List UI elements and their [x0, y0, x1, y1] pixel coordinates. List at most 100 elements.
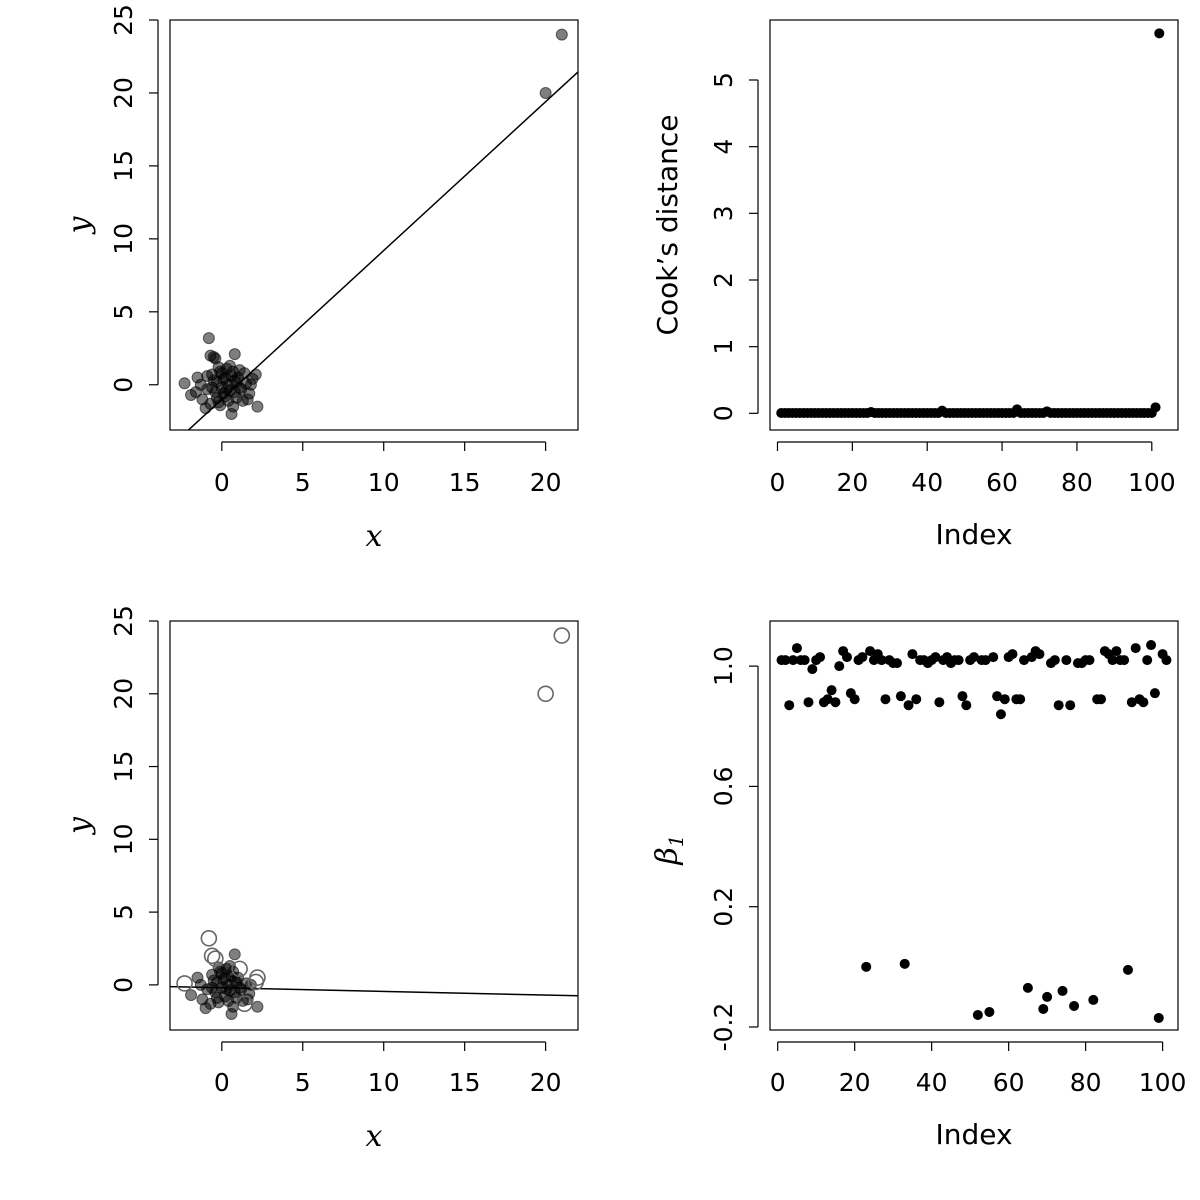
- beta1-point: [992, 691, 1003, 702]
- y-tick-label: 10: [109, 823, 138, 855]
- plot-area: [170, 627, 578, 1020]
- data-point: [228, 386, 241, 399]
- y-tick-label: -0.2: [709, 1003, 738, 1052]
- x-tick-label: 60: [993, 1068, 1025, 1097]
- data-point: [230, 375, 243, 388]
- beta1-point: [857, 652, 868, 663]
- beta1-point: [784, 700, 795, 711]
- excluded-point: [553, 627, 571, 644]
- y-tick-label: 0.2: [709, 887, 738, 927]
- excluded-point: [231, 960, 248, 978]
- beta1-point: [1142, 655, 1153, 666]
- y-tick-label: 10: [109, 223, 138, 255]
- beta1-point: [969, 652, 979, 663]
- y-tick-label: 0: [109, 977, 138, 993]
- beta1-point: [907, 649, 918, 660]
- x-tick-label: 10: [368, 1068, 400, 1097]
- y-axis-label: Cook’s distance: [651, 114, 684, 335]
- y-axis-label: y: [62, 816, 97, 836]
- beta1-point: [1049, 655, 1060, 666]
- excluded-point: [537, 685, 554, 703]
- x-tick-label: 80: [1061, 468, 1093, 497]
- x-tick-label: 20: [839, 1068, 871, 1097]
- beta1-point: [1122, 964, 1133, 975]
- beta1-point: [988, 652, 999, 663]
- x-tick-label: 20: [836, 468, 868, 497]
- plot-frame: [769, 19, 1179, 431]
- data-point: [206, 981, 219, 994]
- excluded-point: [200, 930, 218, 947]
- plot-frame: [169, 620, 579, 1031]
- y-axis-label: β1: [650, 834, 688, 865]
- data-point: [539, 86, 552, 99]
- panel-beta1-by-index: 0 20 40 60 80 100 -0.2 0.2 0.6 1.0 Index β1: [650, 620, 1186, 1151]
- y-tick-label: 15: [109, 751, 138, 783]
- beta1-point: [791, 643, 802, 654]
- x-tick-label: 20: [530, 468, 562, 497]
- x-tick-label: 40: [916, 1068, 948, 1097]
- beta1-point: [1149, 688, 1160, 699]
- x-axis-label: Index: [935, 518, 1012, 551]
- data-point: [249, 368, 262, 381]
- plot-frame: [769, 620, 1179, 1031]
- beta1-point: [1007, 649, 1018, 660]
- data-point: [238, 367, 251, 380]
- plot-area: [776, 28, 1165, 418]
- panel-cooks-distance: 0 20 40 60 80 100 0 1 2 3 4 5 Index Cook’s distance: [651, 19, 1179, 551]
- x-tick-label: 0: [770, 468, 786, 497]
- beta1-point: [822, 694, 833, 705]
- y-tick-label: 5: [109, 304, 138, 320]
- y-tick-label: 1.0: [709, 646, 738, 686]
- x-tick-label: 40: [911, 468, 943, 497]
- x-tick-label: 15: [449, 468, 481, 497]
- y-tick-label: 20: [109, 678, 138, 710]
- beta1-point: [849, 694, 860, 705]
- x-tick-label: 60: [986, 468, 1018, 497]
- x-tick-label: 10: [368, 468, 400, 497]
- x-axis-label: x: [366, 519, 383, 554]
- x-axis-label: Index: [935, 1118, 1012, 1151]
- y-tick-label: 3: [709, 205, 738, 221]
- beta1-point: [1034, 649, 1045, 660]
- x-tick-label: 0: [214, 1068, 230, 1097]
- beta1-point: [1061, 655, 1072, 666]
- data-point: [228, 986, 241, 999]
- y-axis-label: y: [62, 215, 97, 235]
- excluded-point: [236, 995, 253, 1013]
- beta1-point: [972, 1009, 983, 1020]
- x-tick-label: 0: [770, 1068, 786, 1097]
- plot-frame: [169, 19, 579, 431]
- y-tick-label: 0: [709, 405, 738, 421]
- y-tick-label: 5: [709, 72, 738, 88]
- panel-scatter-robust-fit: 0 5 10 15 20 0 5 10 15 20 25 x y: [62, 605, 579, 1154]
- beta1-point: [880, 694, 891, 705]
- beta1-point: [953, 655, 964, 666]
- data-point: [225, 1007, 238, 1020]
- data-point: [185, 989, 198, 1002]
- y-tick-label: 5: [109, 904, 138, 920]
- beta1-point: [1119, 655, 1130, 666]
- data-point: [251, 400, 264, 413]
- x-tick-label: 5: [295, 468, 311, 497]
- data-point: [194, 978, 207, 991]
- y-tick-label: 25: [109, 605, 138, 637]
- data-point: [212, 961, 225, 974]
- beta1-point: [1065, 700, 1076, 711]
- beta1-point: [1161, 655, 1172, 666]
- beta1-point: [957, 691, 968, 702]
- panel-scatter-with-outliers: 0 5 10 15 20 0 5 10 15 20 25 x y: [62, 4, 579, 554]
- data-point: [212, 361, 225, 374]
- data-point: [206, 381, 219, 394]
- plot-area: [178, 28, 578, 430]
- x-tick-label: 80: [1070, 1068, 1102, 1097]
- beta1-point: [861, 961, 872, 972]
- beta1-point: [1088, 994, 1099, 1005]
- y-tick-label: 0: [109, 377, 138, 393]
- x-tick-label: 100: [1128, 468, 1176, 497]
- beta1-point: [830, 697, 841, 708]
- y-tick-label: 15: [109, 150, 138, 182]
- beta1-point: [1019, 655, 1030, 666]
- x-tick-label: 15: [449, 1068, 481, 1097]
- data-point: [228, 348, 241, 361]
